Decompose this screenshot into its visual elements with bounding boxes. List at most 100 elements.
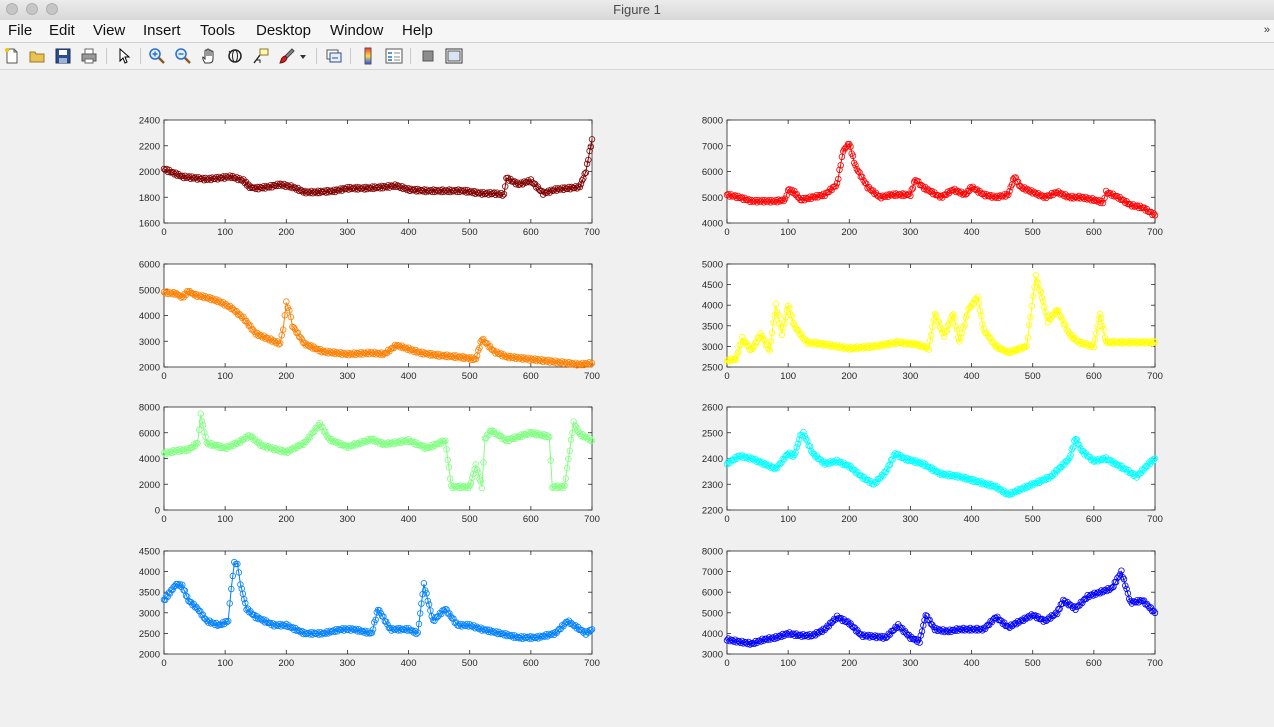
x-tick-label: 300	[339, 227, 355, 238]
x-tick-label: 600	[1086, 227, 1102, 238]
data-point	[391, 341, 399, 349]
data-point	[916, 639, 923, 646]
x-tick-label: 600	[1086, 371, 1102, 382]
y-tick-label: 3500	[702, 321, 723, 332]
x-tick-label: 0	[161, 514, 166, 525]
pan-hand-icon[interactable]	[200, 47, 218, 65]
data-point	[342, 444, 350, 451]
brush-icon[interactable]	[278, 47, 296, 65]
axes-box	[163, 263, 593, 368]
menu-file[interactable]: File	[8, 22, 33, 39]
data-point	[1006, 187, 1013, 195]
data-point	[1150, 210, 1157, 217]
toolbar-separator	[410, 48, 411, 64]
data-point	[786, 305, 793, 312]
rotate-3d-icon[interactable]	[226, 47, 244, 65]
data-point	[582, 169, 590, 176]
data-point	[240, 596, 248, 603]
x-tick-label: 200	[841, 371, 857, 382]
data-point	[229, 572, 236, 580]
data-point	[967, 184, 974, 191]
data-point	[425, 601, 433, 608]
y-tick-label: 2400	[702, 454, 723, 465]
menu-overflow-icon[interactable]: »	[1263, 24, 1270, 36]
menu-help[interactable]: Help	[402, 22, 433, 39]
zoom-window-icon[interactable]	[46, 3, 58, 15]
menu-desktop[interactable]: Desktop	[256, 22, 312, 39]
menu-insert[interactable]: Insert	[143, 22, 181, 39]
data-point	[918, 628, 926, 635]
data-point	[964, 311, 971, 319]
pointer-icon[interactable]	[115, 47, 133, 65]
data-point	[446, 475, 454, 482]
data-point	[246, 184, 253, 191]
data-point	[1059, 190, 1066, 198]
data-point	[422, 587, 429, 594]
data-point	[588, 359, 596, 367]
data-point	[586, 147, 593, 155]
data-point	[741, 338, 749, 345]
data-point	[253, 438, 260, 445]
data-point	[1134, 337, 1141, 345]
y-tick-label: 6000	[702, 167, 723, 178]
subplot-3: 0 100 200 300 400 500 600 700 2000 3000 4000 5000 60…	[139, 260, 600, 383]
subplot-8: 0 100 200 300 400 500 600 700 3000 4000 5000 6000 70…	[702, 547, 1163, 670]
data-point	[801, 432, 808, 439]
colorbar-icon[interactable]	[359, 47, 377, 65]
data-point	[502, 183, 509, 190]
data-point	[565, 455, 572, 463]
show-plot-tools-icon[interactable]	[445, 47, 463, 65]
data-point	[763, 461, 770, 468]
data-point	[223, 302, 231, 309]
data-point	[414, 629, 421, 636]
x-tick-label: 400	[401, 227, 417, 238]
data-point	[977, 625, 985, 633]
data-point	[264, 335, 272, 342]
brush-dropdown-icon[interactable]	[298, 47, 308, 65]
data-point	[242, 599, 249, 607]
data-point	[776, 320, 783, 327]
menu-view[interactable]: View	[93, 22, 126, 39]
data-point	[889, 456, 896, 463]
new-figure-icon[interactable]	[3, 47, 21, 65]
data-point	[588, 437, 596, 444]
data-point	[563, 464, 571, 472]
data-point	[546, 433, 553, 440]
minimize-window-icon[interactable]	[26, 3, 38, 15]
print-icon[interactable]	[80, 47, 98, 65]
data-point	[1029, 292, 1037, 300]
link-plot-icon[interactable]	[325, 47, 343, 65]
data-point	[476, 344, 483, 352]
x-tick-label: 100	[780, 227, 796, 238]
zoom-out-icon[interactable]	[174, 47, 192, 65]
data-point	[947, 316, 954, 324]
data-point	[444, 456, 451, 463]
data-point	[767, 338, 775, 345]
data-point	[278, 332, 285, 339]
data-point	[1005, 191, 1012, 199]
hide-plot-tools-icon[interactable]	[419, 47, 437, 65]
menu-edit[interactable]: Edit	[49, 22, 75, 39]
x-tick-label: 500	[462, 371, 478, 382]
data-point	[1090, 344, 1098, 351]
data-point	[753, 339, 760, 346]
x-tick-label: 500	[1025, 514, 1041, 525]
data-point	[583, 160, 591, 167]
close-window-icon[interactable]	[6, 3, 18, 15]
data-point	[573, 362, 581, 369]
save-icon[interactable]	[54, 47, 72, 65]
data-point	[569, 429, 576, 437]
zoom-in-icon[interactable]	[148, 47, 166, 65]
menu-tools[interactable]: Tools	[200, 22, 236, 39]
data-cursor-icon[interactable]	[252, 47, 270, 65]
x-tick-label: 200	[841, 227, 857, 238]
legend-icon[interactable]	[385, 47, 403, 65]
data-point	[1028, 302, 1035, 310]
x-tick-label: 400	[964, 658, 980, 669]
data-point	[470, 470, 477, 478]
menu-window[interactable]: Window	[330, 22, 384, 39]
open-file-icon[interactable]	[28, 47, 46, 65]
data-point	[736, 342, 743, 349]
axes-box	[726, 406, 1156, 511]
figure-canvas: 0 100 200 300 400 500 600 700 1600 1800 2000 2200 24…	[0, 70, 1274, 727]
